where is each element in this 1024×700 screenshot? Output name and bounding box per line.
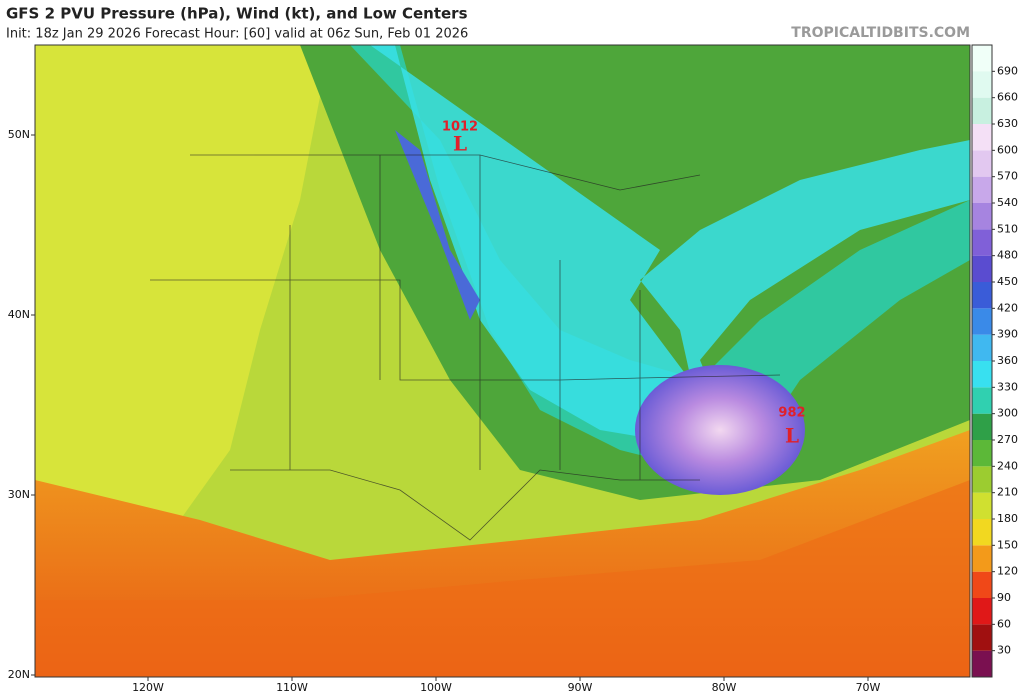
colorbar-label: 120 [997, 565, 1018, 578]
colorbar-label: 210 [997, 486, 1018, 499]
colorbar-label: 180 [997, 512, 1018, 525]
colorbar-label: 150 [997, 538, 1018, 551]
colorbar-label: 390 [997, 328, 1018, 341]
map-title: GFS 2 PVU Pressure (hPa), Wind (kt), and… [6, 5, 468, 23]
latitude-label: 40N [8, 308, 30, 321]
map-frame [34, 44, 971, 678]
colorbar-label: 540 [997, 196, 1018, 209]
colorbar-swatch [972, 308, 992, 335]
borders [150, 154, 781, 541]
map-subtitle: Init: 18z Jan 29 2026 Forecast Hour: [60… [6, 27, 468, 42]
colorbar-frame [971, 44, 993, 678]
colorbar-label: 600 [997, 143, 1018, 156]
colorbar-swatch [972, 97, 992, 124]
colorbar-swatch [972, 650, 992, 677]
colorbar-swatch [972, 176, 992, 203]
colorbar-swatch [972, 387, 992, 414]
colorbar-label: 270 [997, 433, 1018, 446]
low-pressure-value: 1012 [442, 120, 478, 135]
colorbar-swatch [972, 255, 992, 282]
colorbar-label: 510 [997, 222, 1018, 235]
latitude-label: 20N [8, 668, 30, 681]
axes: 50N 40N 30N 20N 120W 110W 100W 90W 80W 70W [8, 128, 881, 694]
colorbar-label: 450 [997, 275, 1018, 288]
colorbar-swatch [972, 466, 992, 493]
colorbar-swatch [972, 413, 992, 440]
low-marker: L [785, 424, 799, 448]
low-pressure-value: 982 [778, 406, 805, 421]
colorbar-swatch [972, 492, 992, 519]
colorbar-label: 300 [997, 407, 1018, 420]
colorbar-label: 420 [997, 301, 1018, 314]
colorbar-swatch [972, 282, 992, 309]
colorbar-swatch [972, 203, 992, 230]
latitude-label: 50N [8, 128, 30, 141]
colorbar-swatch [972, 571, 992, 598]
colorbar-label: 360 [997, 354, 1018, 367]
longitude-label: 100W [420, 681, 452, 694]
colorbar-label: 330 [997, 380, 1018, 393]
colorbar-label: 240 [997, 459, 1018, 472]
colorbar-swatch [972, 229, 992, 256]
colorbar-swatch [972, 334, 992, 361]
colorbar-swatch [972, 624, 992, 651]
longitude-label: 70W [856, 681, 881, 694]
blue-streak [395, 130, 480, 320]
longitude-label: 80W [712, 681, 737, 694]
longitude-label: 120W [132, 681, 164, 694]
purple-core [635, 365, 805, 495]
colorbar-label: 60 [997, 617, 1011, 630]
map-field [35, 45, 970, 677]
colorbar-label: 30 [997, 644, 1011, 657]
colorbar-swatch [972, 124, 992, 151]
cyan-band [370, 45, 970, 440]
colorbar-label: 630 [997, 117, 1018, 130]
colorbar: 30 60 90 120 150 180 210 240 270 300 330 360 390 420 4… [971, 44, 1018, 678]
colorbar-swatch [972, 150, 992, 177]
red-orange-region [35, 480, 970, 677]
yellow-region [35, 45, 330, 560]
colorbar-end [972, 45, 992, 72]
colorbar-label: 480 [997, 249, 1018, 262]
colorbar-swatch [972, 519, 992, 546]
colorbar-label: 660 [997, 91, 1018, 104]
colorbar-swatch [972, 545, 992, 572]
longitude-label: 110W [276, 681, 308, 694]
low-marker: L [453, 132, 467, 156]
colorbar-swatch [972, 598, 992, 625]
colorbar-label: 570 [997, 170, 1018, 183]
colorbar-swatch [972, 71, 992, 98]
colorbar-swatch [972, 361, 992, 388]
longitude-label: 90W [568, 681, 593, 694]
watermark: TROPICALTIDBITS.COM [791, 25, 970, 41]
colorbar-label: 690 [997, 64, 1018, 77]
latitude-label: 30N [8, 488, 30, 501]
colorbar-label: 90 [997, 591, 1011, 604]
teal-band [350, 45, 970, 470]
colorbar-swatch [972, 440, 992, 467]
